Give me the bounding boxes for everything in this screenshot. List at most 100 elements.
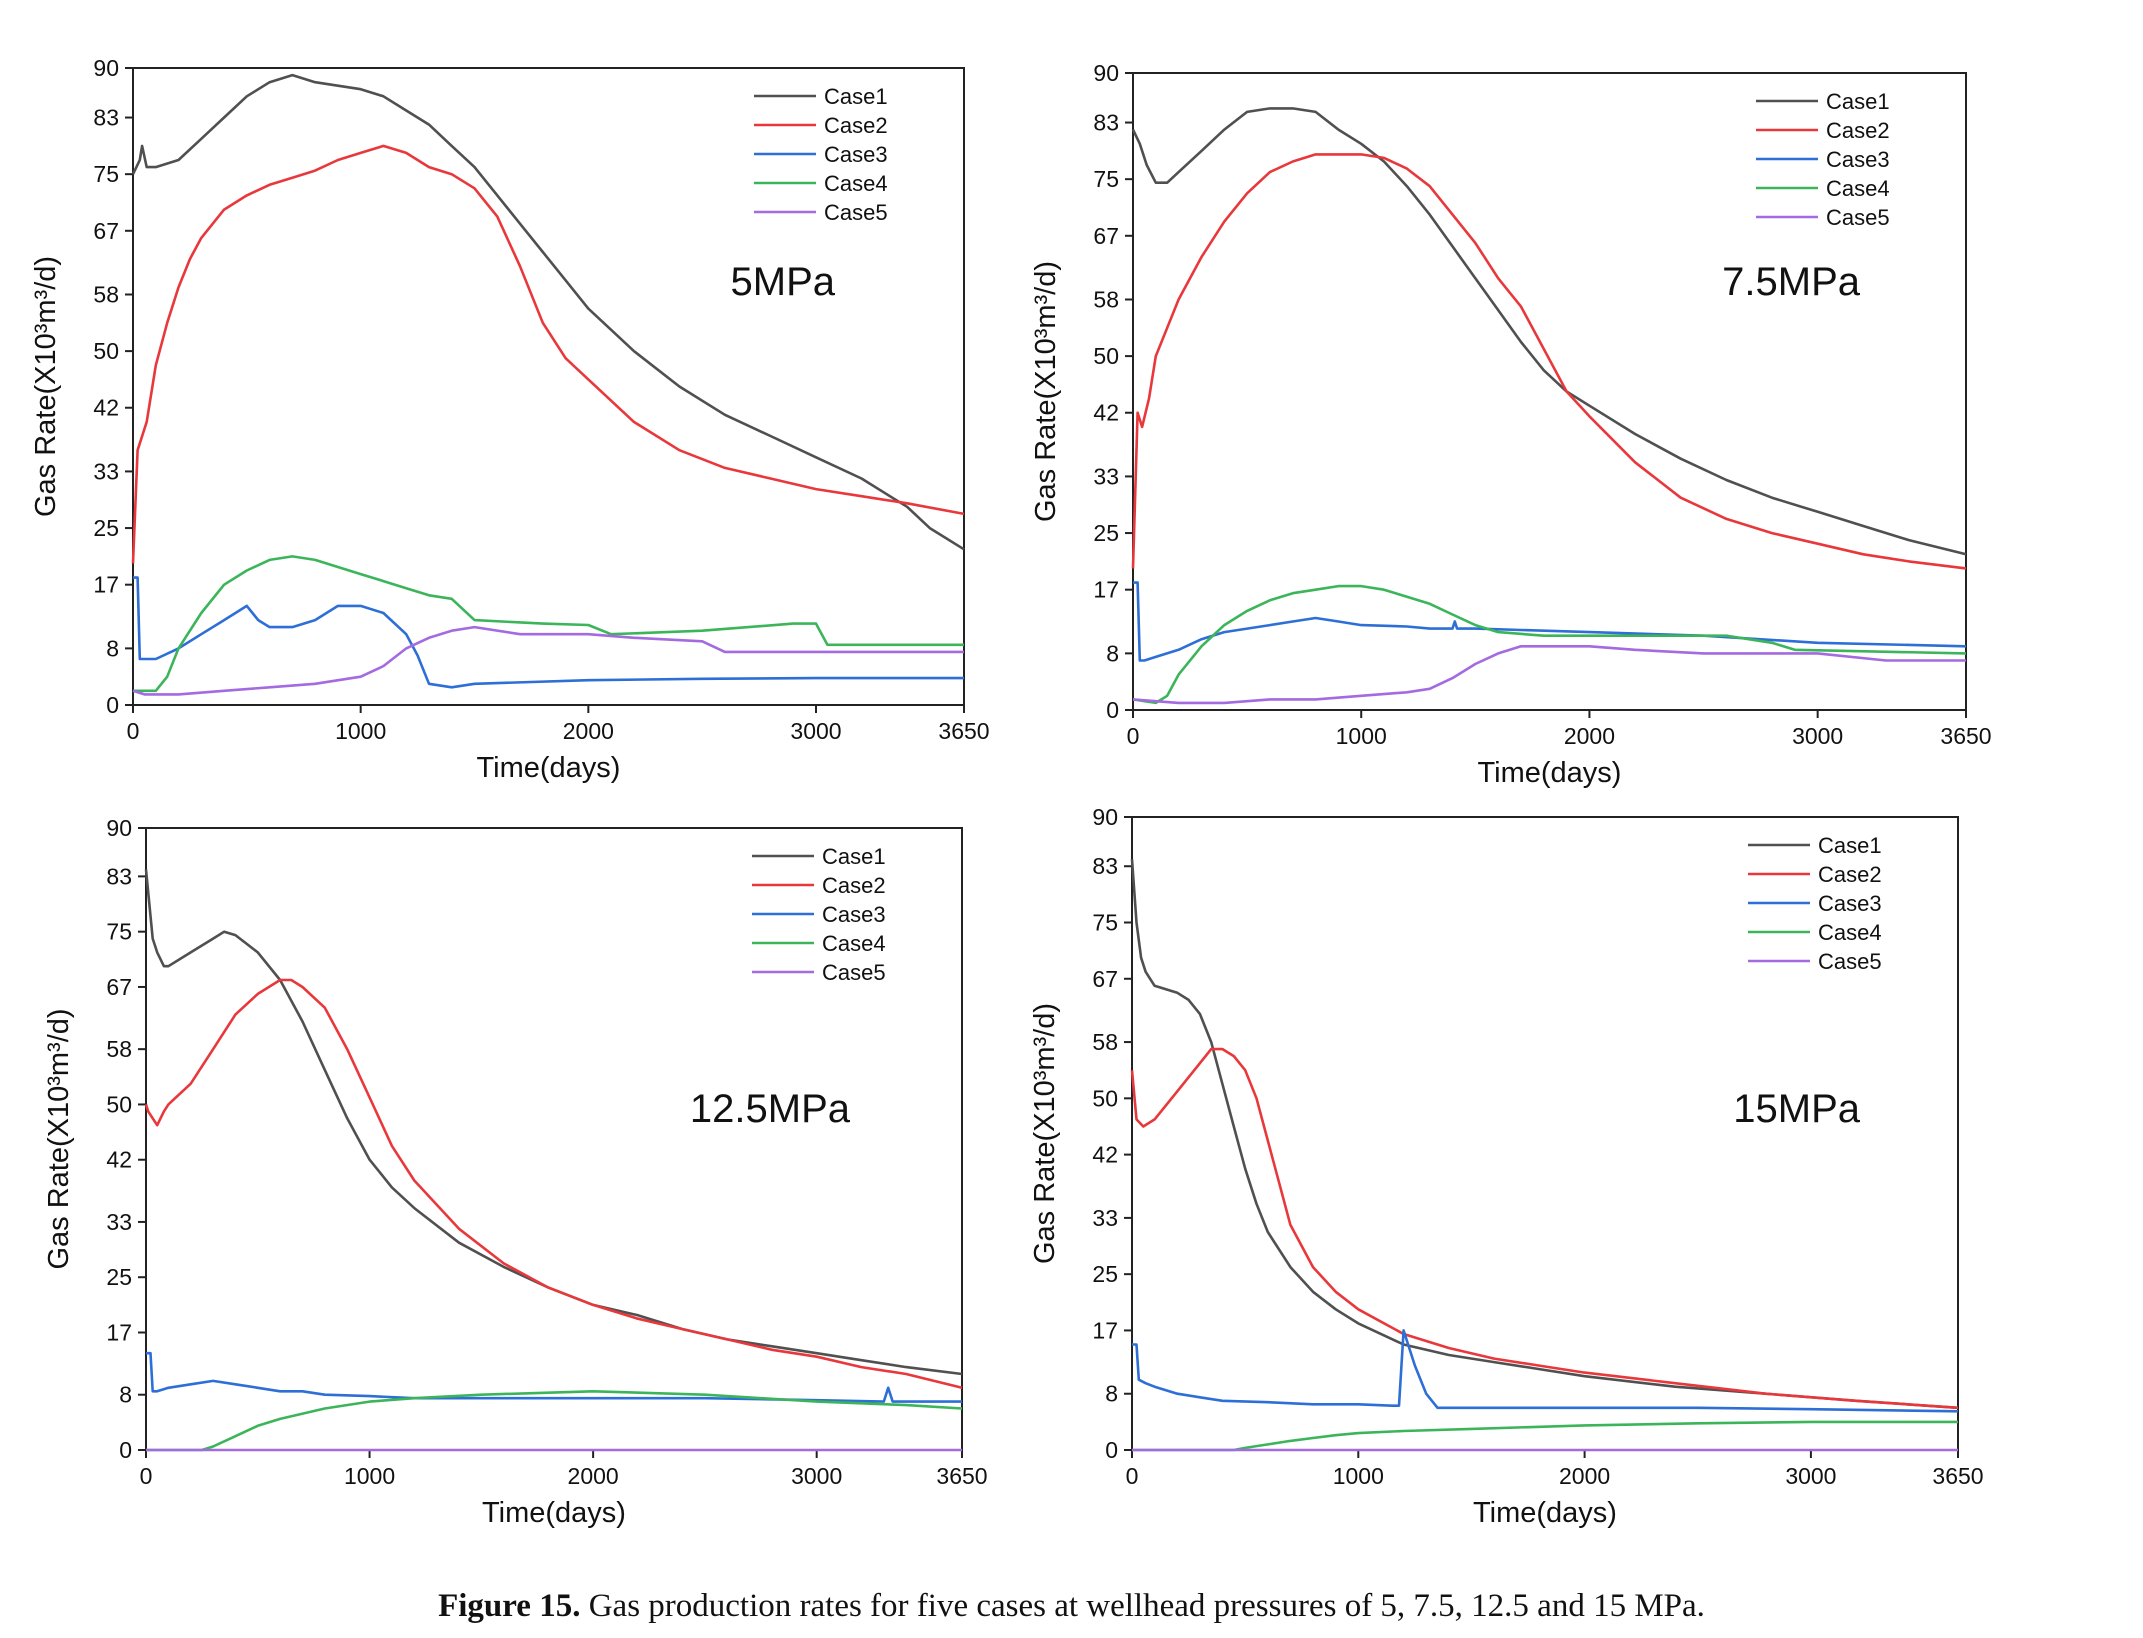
y-tick-label: 90 [1093, 60, 1119, 86]
y-tick-label: 83 [93, 105, 119, 131]
caption-label: Figure 15. [438, 1588, 581, 1624]
x-tick-label: 2000 [568, 1463, 619, 1489]
y-tick-label: 58 [93, 281, 119, 307]
y-tick-label: 58 [106, 1036, 132, 1062]
legend-label: Case5 [1818, 949, 1882, 974]
legend-label: Case4 [822, 931, 886, 956]
series-line-case3 [133, 576, 964, 689]
legend-label: Case2 [1826, 118, 1890, 143]
y-tick-label: 8 [119, 1382, 132, 1408]
series-line-case5 [132, 625, 964, 696]
legend-label: Case1 [824, 84, 888, 109]
panel-title: 12.5MPa [690, 1087, 851, 1131]
y-tick-label: 90 [106, 815, 132, 841]
legend-label: Case3 [1826, 147, 1890, 172]
x-tick-label: 3000 [1785, 1463, 1836, 1489]
y-axis-label: Gas Rate(X10³m³/d) [30, 256, 62, 517]
legend-label: Case4 [1826, 176, 1890, 201]
legend-label: Case1 [1826, 89, 1890, 114]
series-line-case2 [1130, 1047, 1959, 1410]
series-line-case2 [131, 144, 965, 564]
legend-label: Case4 [1818, 920, 1882, 945]
x-tick-label: 2000 [1564, 723, 1615, 749]
legend-label: Case3 [822, 902, 886, 927]
y-tick-label: 42 [106, 1147, 132, 1173]
panel-title: 7.5MPa [1722, 260, 1861, 304]
y-tick-label: 58 [1092, 1029, 1118, 1055]
y-tick-label: 75 [1092, 910, 1118, 936]
x-tick-label: 1000 [1333, 1463, 1384, 1489]
y-tick-label: 75 [1093, 166, 1119, 192]
x-tick-label: 3650 [936, 1463, 987, 1489]
y-tick-label: 42 [1093, 400, 1119, 426]
panel-title: 15MPa [1733, 1087, 1860, 1131]
x-tick-label: 0 [1126, 1463, 1139, 1489]
x-axis-label: Time(days) [1473, 1497, 1617, 1529]
y-tick-label: 83 [1093, 110, 1119, 136]
x-axis-label: Time(days) [477, 752, 621, 784]
legend-label: Case5 [1826, 205, 1890, 230]
y-tick-label: 67 [106, 974, 132, 1000]
x-tick-label: 2000 [1559, 1463, 1610, 1489]
caption-text: Gas production rates for five cases at w… [580, 1588, 1705, 1624]
series-line-case3 [146, 1351, 962, 1403]
series-line-case2 [144, 978, 963, 1390]
x-tick-label: 1000 [335, 718, 386, 744]
y-tick-label: 58 [1093, 286, 1119, 312]
y-axis-label: Gas Rate(X10³m³/d) [43, 1008, 75, 1269]
series-line-case1 [131, 73, 965, 551]
series-line-case3 [1132, 1329, 1959, 1413]
plot-frame [132, 67, 965, 706]
series-line-case2 [1131, 153, 1967, 570]
y-tick-label: 90 [93, 55, 119, 81]
y-tick-label: 33 [1092, 1205, 1118, 1231]
legend-label: Case4 [824, 171, 888, 196]
chart-panel-3: 0 8 17 25 33 42 50 58 67 75 83 90 0 1000 2000 3000 3650 T… [43, 815, 988, 1529]
legend-label: Case5 [824, 200, 888, 225]
legend-label: Case2 [1818, 862, 1882, 887]
x-axis-label: Time(days) [1478, 757, 1622, 789]
x-tick-label: 3650 [1932, 1463, 1983, 1489]
x-axis-label: Time(days) [482, 1497, 626, 1529]
x-tick-label: 0 [127, 718, 140, 744]
y-tick-label: 42 [93, 395, 119, 421]
x-tick-label: 3000 [790, 718, 841, 744]
series-line-case4 [146, 1390, 963, 1452]
x-tick-label: 0 [140, 1463, 153, 1489]
series-line-case4 [1132, 584, 1967, 705]
y-tick-label: 50 [1092, 1085, 1118, 1111]
legend-label: Case2 [824, 113, 888, 138]
y-tick-label: 67 [1092, 966, 1118, 992]
y-tick-label: 25 [1093, 520, 1119, 546]
y-tick-label: 0 [1105, 1437, 1118, 1463]
y-tick-label: 17 [1093, 577, 1119, 603]
x-tick-label: 0 [1127, 723, 1140, 749]
y-tick-label: 67 [93, 218, 119, 244]
plot-frame [1132, 72, 1967, 711]
y-tick-label: 25 [93, 515, 119, 541]
series-line-case1 [1130, 859, 1959, 1410]
y-tick-label: 50 [1093, 343, 1119, 369]
chart-panel-4: 0 8 17 25 33 42 50 58 67 75 83 90 0 1000 2000 3000 3650 T… [1029, 804, 1984, 1529]
y-tick-label: 17 [106, 1320, 132, 1346]
y-tick-label: 8 [1106, 640, 1119, 666]
y-tick-label: 25 [106, 1264, 132, 1290]
y-tick-label: 50 [93, 338, 119, 364]
y-tick-label: 17 [93, 572, 119, 598]
y-axis-label: Gas Rate(X10³m³/d) [1029, 1003, 1061, 1264]
x-tick-label: 3000 [1792, 723, 1843, 749]
y-tick-label: 50 [106, 1091, 132, 1117]
y-tick-label: 75 [106, 919, 132, 945]
x-tick-label: 2000 [563, 718, 614, 744]
x-tick-label: 3650 [938, 718, 989, 744]
series-line-case5 [1132, 645, 1966, 705]
x-tick-label: 1000 [344, 1463, 395, 1489]
y-tick-label: 33 [93, 458, 119, 484]
x-tick-label: 3000 [791, 1463, 842, 1489]
legend-label: Case5 [822, 960, 886, 985]
y-tick-label: 83 [106, 863, 132, 889]
legend-label: Case1 [822, 844, 886, 869]
panel-title: 5MPa [731, 260, 836, 304]
chart-panel-1: 0 8 17 25 33 42 50 58 67 75 83 90 0 1000 2000 3000 3650 T… [30, 55, 990, 784]
